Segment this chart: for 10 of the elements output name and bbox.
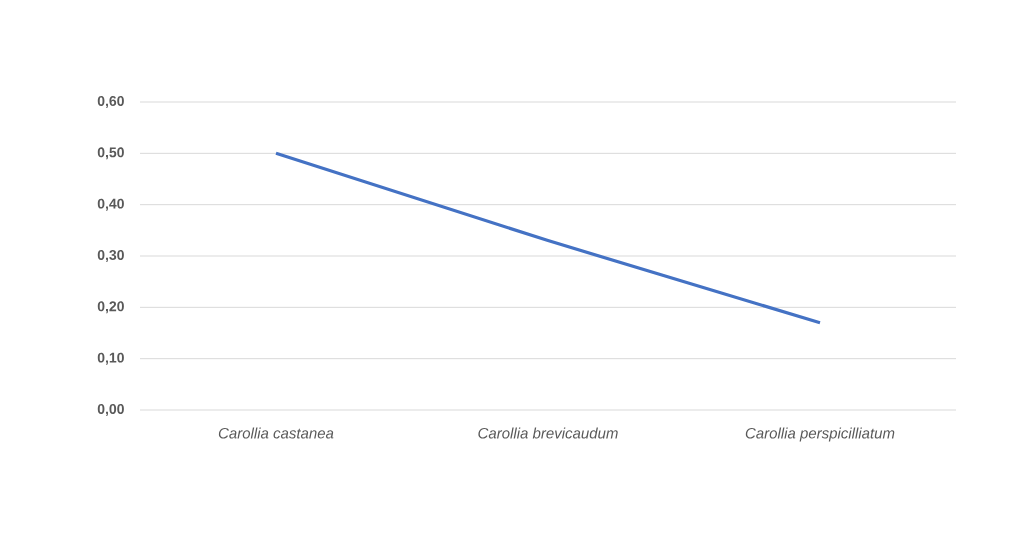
y-tick-label: 0,40 xyxy=(97,198,124,211)
y-tick-label: 0,20 xyxy=(97,301,124,314)
y-tick-label: 0,60 xyxy=(97,96,124,108)
y-tick-label: 0,50 xyxy=(97,147,124,160)
y-tick-label: 0,00 xyxy=(97,404,124,416)
y-tick-label: 0,10 xyxy=(97,352,124,365)
y-tick-label: 0,30 xyxy=(97,250,124,262)
x-tick-label: Carollia castanea xyxy=(218,427,334,439)
x-tick-label: Carollia perspicilliatum xyxy=(745,427,895,442)
x-tick-label: Carollia brevicaudum xyxy=(478,427,618,439)
